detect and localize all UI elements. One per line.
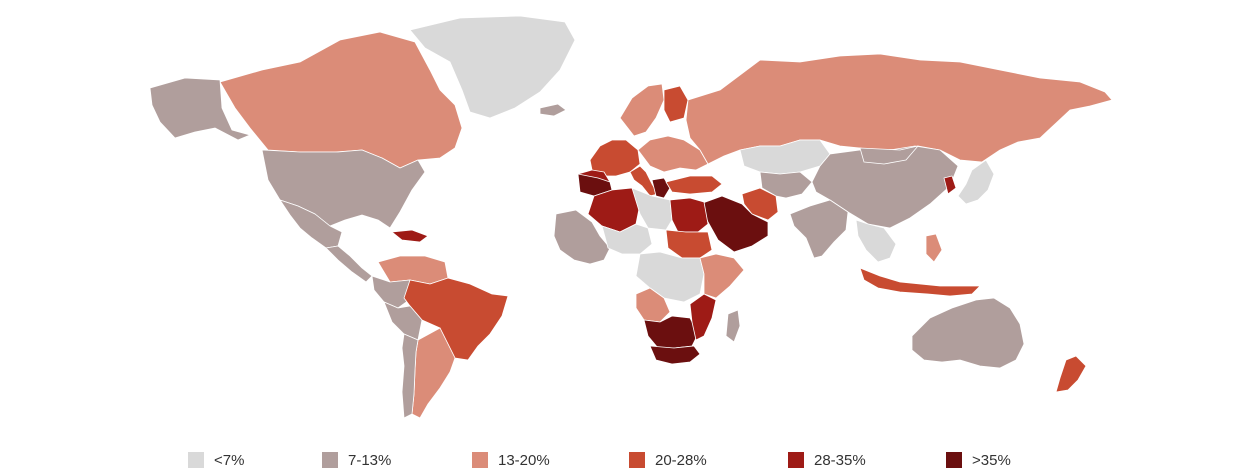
- legend-item: 7-13%: [322, 448, 391, 472]
- region-libya: [631, 187, 673, 231]
- region-southeast-asia: [855, 219, 897, 263]
- region-iran: [741, 187, 779, 221]
- region-madagascar: [725, 309, 741, 343]
- legend-swatch: [322, 452, 338, 468]
- legend-label: 20-28%: [655, 451, 707, 469]
- region-greece: [651, 177, 671, 199]
- region-turkey: [665, 175, 723, 195]
- region-china: [811, 145, 959, 229]
- legend-swatch: [472, 452, 488, 468]
- region-new-zealand: [1055, 355, 1087, 393]
- legend-label: <7%: [214, 451, 245, 469]
- region-central-america: [325, 245, 373, 283]
- region-russia: [685, 53, 1113, 165]
- region-mozambique: [689, 293, 717, 341]
- region-greenland: [409, 15, 576, 119]
- region-india: [789, 199, 849, 259]
- region-australia: [911, 297, 1025, 369]
- legend-label: >35%: [972, 451, 1011, 469]
- legend-label: 7-13%: [348, 451, 392, 469]
- region-alaska: [149, 77, 251, 141]
- region-finland: [663, 85, 689, 123]
- legend-item: <7%: [188, 448, 244, 472]
- region-southern-africa: [643, 315, 699, 349]
- region-egypt: [669, 197, 709, 233]
- world-choropleth-map: [149, 15, 1113, 419]
- region-caribbean: [391, 229, 429, 243]
- region-chile: [401, 333, 419, 419]
- region-scandinavia: [619, 83, 665, 137]
- legend-item: 28-35%: [788, 448, 866, 472]
- region-peru: [383, 301, 423, 341]
- legend-item: 13-20%: [472, 448, 550, 472]
- region-philippines: [925, 233, 943, 263]
- region-japan: [957, 159, 995, 205]
- region-central-africa: [635, 251, 705, 303]
- region-colombia: [371, 275, 413, 309]
- legend-label: 28-35%: [814, 451, 866, 469]
- region-korea: [943, 175, 957, 195]
- region-sahel: [601, 223, 653, 255]
- region-iceland: [539, 103, 567, 117]
- legend-item: >35%: [946, 448, 1011, 472]
- region-east-africa: [699, 253, 745, 299]
- legend-swatch: [946, 452, 962, 468]
- legend: <7% 7-13% 13-20% 20-28% 28-35% >35%: [0, 448, 1248, 472]
- region-mongolia: [859, 145, 919, 165]
- region-middle-asia: [759, 171, 813, 199]
- legend-item: 20-28%: [629, 448, 707, 472]
- region-south-africa: [649, 345, 701, 365]
- regions-layer: [149, 15, 1113, 419]
- legend-label: 13-20%: [498, 451, 550, 469]
- legend-swatch: [188, 452, 204, 468]
- region-canada: [219, 31, 463, 169]
- region-west-africa: [553, 209, 611, 265]
- legend-swatch: [629, 452, 645, 468]
- legend-swatch: [788, 452, 804, 468]
- region-angola: [635, 287, 671, 323]
- region-sudan: [665, 229, 713, 259]
- region-indonesia: [859, 267, 981, 297]
- region-venezuela: [377, 255, 449, 285]
- region-saudi-arabia: [699, 195, 769, 253]
